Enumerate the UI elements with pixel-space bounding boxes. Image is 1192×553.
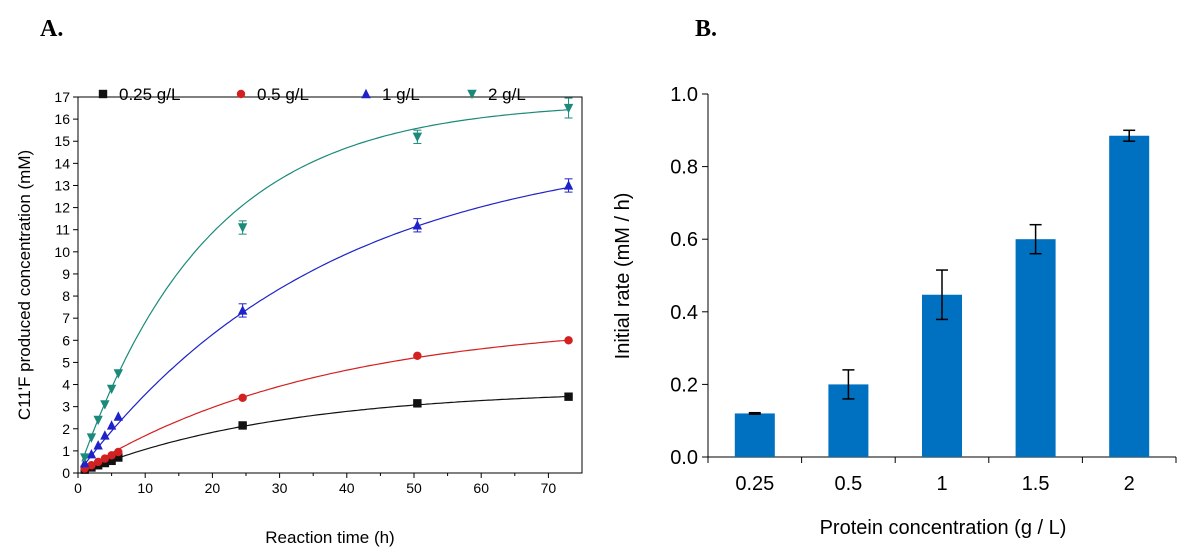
y-tick-label-a: 14 — [54, 155, 70, 171]
x-tick-label-a: 50 — [406, 480, 422, 496]
data-point — [87, 461, 96, 470]
data-point — [238, 421, 247, 430]
legend-label: 0.5 g/L — [257, 85, 309, 104]
y-tick-label-a: 11 — [55, 222, 70, 238]
y-tick-label-a: 6 — [62, 332, 70, 348]
x-tick-label-a: 0 — [74, 480, 82, 496]
chart-a: Reaction time (h) C11'F produced concent… — [15, 85, 583, 547]
data-point — [564, 392, 573, 401]
data-point — [107, 456, 116, 466]
data-point — [107, 451, 116, 460]
y-tick-label-a: 13 — [54, 177, 70, 193]
data-point — [93, 440, 103, 450]
category-label: 0.25 — [735, 473, 774, 495]
category-label: 2 — [1124, 473, 1135, 495]
y-axis-label-a: C11'F produced concentration (mM) — [15, 150, 34, 420]
fit-curve — [81, 339, 570, 472]
y-tick-label-b: 1.0 — [670, 84, 698, 106]
y-tick-label-a: 17 — [54, 89, 70, 105]
legend-marker — [467, 89, 477, 100]
data-point — [106, 420, 117, 430]
x-tick-label-a: 40 — [339, 480, 355, 496]
category-label: 0.5 — [834, 473, 862, 495]
panel-label-b: B. — [695, 16, 717, 42]
legend-marker — [361, 88, 371, 99]
bar — [1015, 239, 1056, 457]
x-axis-label-b: Protein concentration (g / L) — [820, 517, 1067, 539]
data-point — [100, 454, 110, 463]
panel-label-a: A. — [40, 16, 63, 42]
data-point — [93, 457, 103, 467]
y-tick-label-a: 3 — [62, 399, 70, 415]
category-label: 1.5 — [1022, 473, 1050, 495]
fit-curve — [81, 186, 570, 469]
y-tick-label-a: 4 — [62, 377, 70, 393]
x-tick-label-a: 20 — [205, 480, 221, 496]
x-tick-label-a: 10 — [137, 480, 153, 496]
category-label: 1 — [936, 473, 947, 495]
y-tick-label-b: 0.4 — [670, 302, 698, 324]
y-axis-label-b: Initial rate (mM / h) — [612, 193, 634, 360]
y-tick-label-b: 0.0 — [670, 447, 698, 469]
data-point — [238, 393, 247, 402]
y-tick-label-a: 0 — [62, 465, 70, 481]
y-tick-label-a: 12 — [54, 200, 70, 216]
x-tick-label-a: 30 — [272, 480, 288, 496]
y-tick-label-a: 9 — [62, 266, 70, 282]
x-tick-label-a: 70 — [541, 480, 557, 496]
y-tick-label-a: 7 — [62, 310, 70, 326]
data-point — [564, 336, 573, 345]
bar — [1109, 135, 1150, 457]
data-point — [86, 449, 97, 459]
y-tick-label-a: 5 — [62, 354, 70, 370]
bar — [922, 294, 962, 457]
data-point — [412, 220, 423, 230]
data-point — [413, 399, 422, 408]
y-tick-label-a: 2 — [62, 421, 70, 437]
y-tick-label-b: 0.6 — [670, 229, 698, 251]
data-point — [100, 430, 110, 440]
plot-frame-a — [77, 96, 583, 474]
y-tick-label-a: 16 — [54, 111, 70, 127]
legend-marker — [98, 89, 108, 99]
data-point — [106, 384, 117, 395]
series-a-1-g-L — [80, 178, 574, 469]
data-point — [100, 458, 110, 468]
data-point — [113, 411, 124, 421]
bar — [734, 413, 775, 457]
data-point — [114, 447, 123, 457]
x-axis-label-a: Reaction time (h) — [265, 528, 394, 547]
chart-b: Protein concentration (g / L) Initial ra… — [612, 84, 1177, 539]
x-tick-label-a: 60 — [473, 480, 489, 496]
series-a-0-25-g-L — [80, 392, 573, 474]
series-a-2-g-L — [80, 97, 574, 463]
y-tick-label-a: 10 — [54, 244, 70, 260]
data-point — [113, 369, 124, 379]
data-point — [237, 223, 248, 233]
y-tick-label-a: 8 — [62, 288, 70, 304]
data-point — [80, 453, 90, 463]
data-point — [100, 400, 110, 410]
y-tick-label-b: 0.2 — [670, 374, 698, 396]
legend-marker — [236, 89, 246, 99]
data-point — [114, 453, 123, 462]
legend-label: 2 g/L — [488, 85, 526, 104]
data-point — [412, 132, 423, 143]
data-point — [237, 305, 248, 315]
data-point — [563, 103, 574, 114]
legend-label: 1 g/L — [382, 85, 420, 104]
data-point — [86, 433, 97, 443]
y-tick-label-a: 15 — [54, 133, 70, 149]
data-point — [93, 415, 103, 426]
fit-curve — [81, 395, 570, 472]
data-point — [563, 180, 574, 190]
fit-curve — [81, 109, 570, 462]
legend-label: 0.25 g/L — [119, 85, 180, 104]
y-tick-label-b: 0.8 — [670, 157, 698, 179]
series-a-0-5-g-L — [80, 336, 573, 473]
y-tick-label-a: 1 — [62, 443, 70, 459]
data-point — [413, 351, 422, 360]
